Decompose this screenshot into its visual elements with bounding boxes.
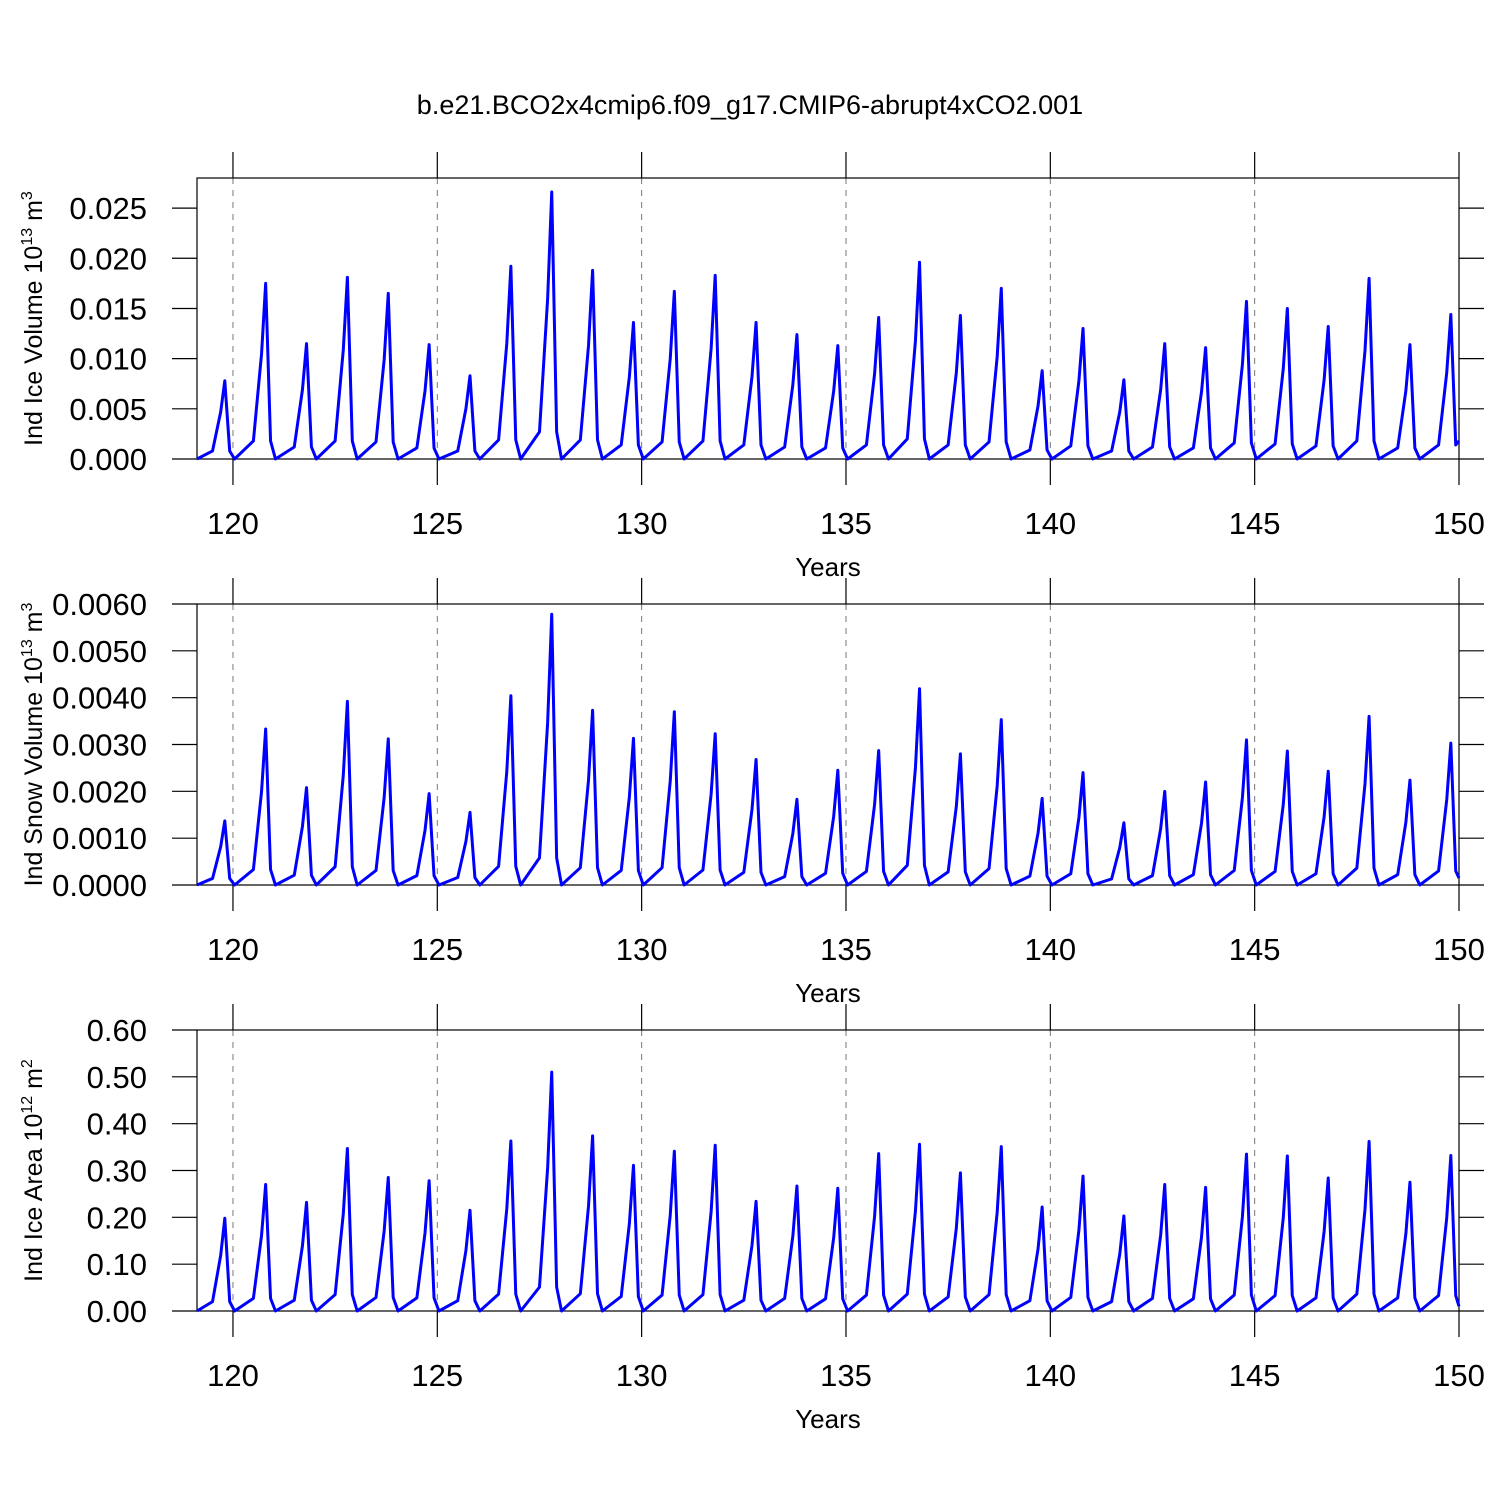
y-tick-label: 0.0050 — [52, 634, 147, 669]
data-line — [196, 1070, 1461, 1313]
x-tick-label: 145 — [1229, 506, 1281, 541]
y-tick-label: 0.20 — [87, 1200, 147, 1235]
y-tick-label: 0.10 — [87, 1247, 147, 1282]
y-axis-label-exponent: 12 — [19, 1096, 36, 1114]
y-tick-label: 0.40 — [87, 1107, 147, 1142]
x-tick-label: 150 — [1433, 506, 1485, 541]
y-axis-label-exponent: 13 — [19, 228, 36, 246]
y-tick-label: 0.000 — [69, 442, 147, 477]
x-tick-label: 135 — [820, 1358, 872, 1393]
plot-frame — [196, 1029, 1460, 1312]
data-line — [196, 612, 1461, 887]
y-tick-label: 0.010 — [69, 342, 147, 377]
y-axis-label-exponent: 2 — [19, 1059, 36, 1068]
x-tick-label: 130 — [616, 506, 668, 541]
y-tick-label: 0.60 — [87, 1013, 147, 1048]
y-axis-label-exponent: 3 — [19, 603, 36, 612]
y-axis-label: Ind Ice Volume 1013 m3 — [19, 191, 48, 446]
y-tick-label: 0.020 — [69, 241, 147, 276]
x-tick-label: 120 — [207, 506, 259, 541]
y-tick-label: 0.0040 — [52, 681, 147, 716]
x-tick-label: 140 — [1024, 506, 1076, 541]
plot-frame — [196, 603, 1460, 886]
y-axis-label-part: m — [20, 200, 48, 228]
x-axis-label: Years — [795, 978, 861, 1008]
y-tick-label: 0.0020 — [52, 774, 147, 809]
x-tick-label: 120 — [207, 1358, 259, 1393]
y-tick-label: 0.0010 — [52, 821, 147, 856]
x-tick-label: 135 — [820, 932, 872, 967]
y-tick-label: 0.00 — [87, 1294, 147, 1329]
x-tick-label: 125 — [411, 506, 463, 541]
y-tick-label: 0.0000 — [52, 868, 147, 903]
y-axis-label-part: Ind Snow Volume 10 — [20, 657, 48, 886]
x-tick-label: 130 — [616, 1358, 668, 1393]
y-axis-label-part: m — [20, 1068, 48, 1096]
x-tick-label: 150 — [1433, 1358, 1485, 1393]
y-tick-label: 0.005 — [69, 392, 147, 427]
y-tick-label: 0.0060 — [52, 587, 147, 622]
x-tick-label: 145 — [1229, 932, 1281, 967]
y-axis-label: Ind Snow Volume 1013 m3 — [19, 603, 48, 887]
chart-title: b.e21.BCO2x4cmip6.f09_g17.CMIP6-abrupt4x… — [417, 90, 1083, 120]
y-axis-label-exponent: 3 — [19, 191, 36, 200]
x-axis-label: Years — [795, 552, 861, 582]
x-tick-label: 125 — [411, 932, 463, 967]
x-tick-label: 145 — [1229, 1358, 1281, 1393]
y-axis-label-exponent: 13 — [19, 639, 36, 657]
x-tick-label: 140 — [1024, 1358, 1076, 1393]
x-tick-label: 150 — [1433, 932, 1485, 967]
x-tick-label: 135 — [820, 506, 872, 541]
x-tick-label: 130 — [616, 932, 668, 967]
plot-frame — [196, 177, 1460, 460]
y-tick-label: 0.0030 — [52, 728, 147, 763]
y-tick-label: 0.50 — [87, 1060, 147, 1095]
x-tick-label: 125 — [411, 1358, 463, 1393]
y-tick-label: 0.015 — [69, 291, 147, 326]
y-axis-label-part: Ind Ice Area 10 — [20, 1114, 48, 1282]
y-axis-label: Ind Ice Area 1012 m2 — [19, 1059, 48, 1282]
y-tick-label: 0.025 — [69, 191, 147, 226]
x-tick-label: 120 — [207, 932, 259, 967]
x-tick-label: 140 — [1024, 932, 1076, 967]
y-axis-label-part: m — [20, 612, 48, 640]
y-tick-label: 0.30 — [87, 1154, 147, 1189]
x-axis-label: Years — [795, 1404, 861, 1434]
y-axis-label-part: Ind Ice Volume 10 — [20, 246, 48, 446]
data-line — [196, 190, 1461, 461]
